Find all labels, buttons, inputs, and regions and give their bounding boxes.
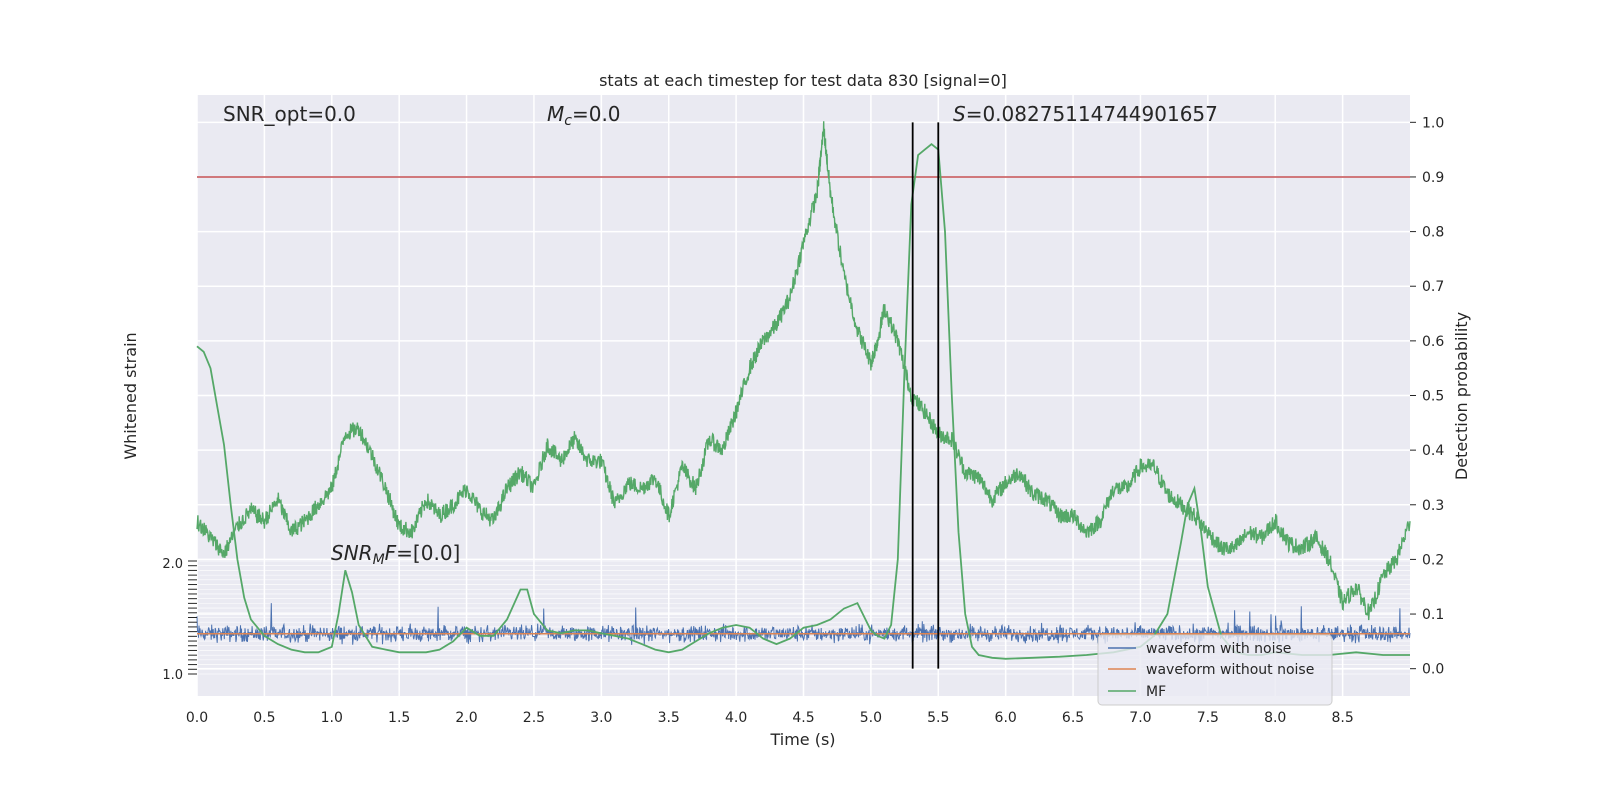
legend-label-clean: waveform without noise (1146, 662, 1314, 678)
x-tick-label-9: 4.5 (792, 710, 814, 726)
mc-subscript: c (564, 113, 572, 129)
waveform-with-noise-line (196, 603, 1411, 647)
snr-mf-symbol: SNR (331, 541, 373, 565)
legend-box (1097, 634, 1333, 706)
detection-probability-line (196, 121, 1411, 621)
legend-label-noise: waveform with noise (1146, 641, 1291, 657)
y-axis-right: 0.0 0.1 0.2 0.3 0.4 0.5 0.6 0.7 0.8 0.9 1.0 (1410, 115, 1444, 678)
y-left-label-top: 2.0 (162, 557, 183, 572)
x-tick-label-14: 7.0 (1129, 710, 1151, 726)
x-tick-label-3: 1.5 (388, 710, 410, 726)
x-tick-label-7: 3.5 (658, 710, 680, 726)
s-annotation: S=0.08275114744901657 (953, 102, 1218, 126)
snr-mf-tail: F (385, 541, 397, 565)
chart-title: stats at each timestep for test data 830… (599, 71, 1007, 90)
y-tick-label-5: 0.5 (1422, 389, 1444, 405)
x-tick-label-5: 2.5 (523, 710, 545, 726)
x-tick-label-1: 0.5 (253, 710, 275, 726)
y-tick-label-8: 0.8 (1422, 225, 1444, 241)
snr-mf-subscript: M (373, 552, 385, 568)
x-axis: 0.0 0.5 1.0 1.5 2.0 2.5 3.0 3.5 4.0 4.5 5.0 5.5 6.0 6… (186, 710, 1354, 726)
s-symbol: S (953, 102, 966, 126)
legend: waveform with noise waveform without noi… (1097, 634, 1333, 706)
x-tick-label-17: 8.5 (1331, 710, 1353, 726)
y-tick-label-2: 0.2 (1422, 552, 1444, 568)
series-waveform-with-noise (196, 603, 1411, 647)
y-axis-left-label: Whitened strain (121, 332, 140, 459)
x-axis-label: Time (s) (769, 730, 835, 749)
s-value: =0.08275114744901657 (966, 102, 1218, 126)
x-tick-label-12: 6.0 (995, 710, 1017, 726)
y-tick-label-6: 0.6 (1422, 334, 1444, 350)
x-tick-label-2: 1.0 (321, 710, 343, 726)
x-tick-label-4: 2.0 (455, 710, 477, 726)
y-tick-label-3: 0.3 (1422, 498, 1444, 514)
mc-symbol: M (547, 102, 564, 126)
y-tick-label-9: 0.9 (1422, 170, 1444, 186)
mc-annotation: Mc=0.0 (547, 102, 621, 129)
x-tick-label-8: 4.0 (725, 710, 747, 726)
y-tick-label-7: 0.7 (1422, 279, 1444, 295)
x-tick-label-6: 3.0 (590, 710, 612, 726)
x-tick-label-13: 6.5 (1062, 710, 1084, 726)
y-tick-label-0: 0.0 (1422, 662, 1444, 678)
snr-mf-annotation: SNRMF=[0.0] (331, 541, 460, 568)
vertical-markers (911, 122, 940, 669)
snr-opt-annotation: SNR_opt=0.0 (223, 102, 356, 126)
y-axis-left: 2.0 1.0 (162, 557, 197, 683)
y-tick-label-10: 1.0 (1422, 115, 1444, 131)
x-tick-label-0: 0.0 (186, 710, 208, 726)
x-tick-label-16: 8.0 (1264, 710, 1286, 726)
mc-value: =0.0 (572, 102, 621, 126)
y-axis-right-label: Detection probability (1452, 312, 1471, 480)
x-tick-label-11: 5.5 (927, 710, 949, 726)
legend-label-mf: MF (1146, 684, 1166, 700)
x-tick-label-10: 5.0 (860, 710, 882, 726)
y-tick-label-1: 0.1 (1422, 607, 1444, 623)
y-left-label-bottom: 1.0 (162, 668, 183, 683)
x-tick-label-15: 7.5 (1197, 710, 1219, 726)
snr-mf-value: =[0.0] (396, 541, 460, 565)
y-tick-label-4: 0.4 (1422, 443, 1444, 459)
